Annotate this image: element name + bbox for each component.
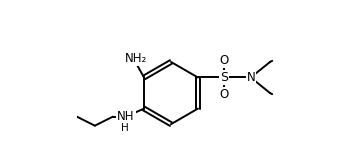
Text: H: H: [121, 123, 129, 133]
Text: S: S: [220, 71, 228, 84]
Text: O: O: [219, 54, 229, 67]
Text: NH: NH: [117, 110, 135, 123]
Text: NH₂: NH₂: [125, 52, 147, 65]
Text: N: N: [247, 71, 256, 84]
Text: O: O: [219, 88, 229, 101]
